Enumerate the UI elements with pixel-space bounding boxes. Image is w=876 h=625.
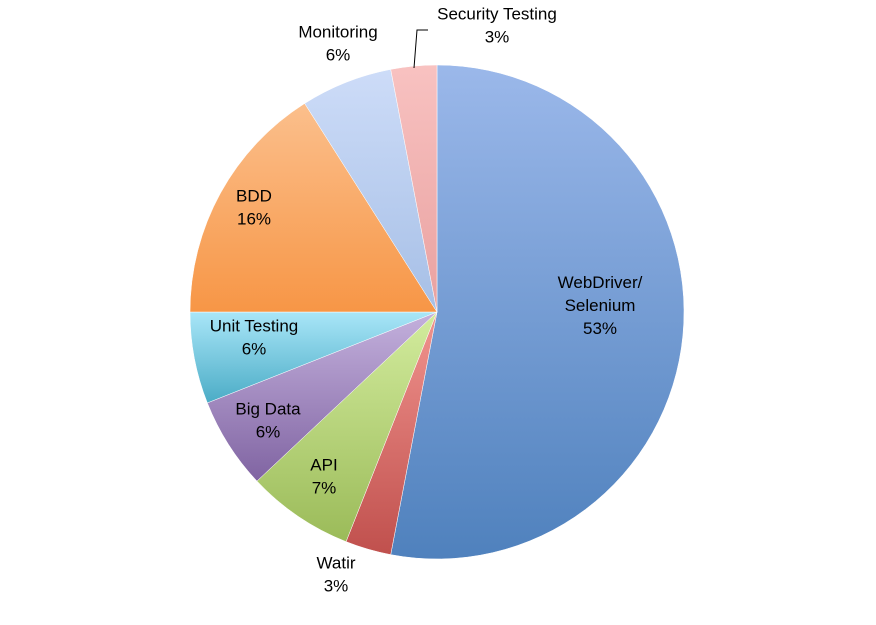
slice-label-webdriver-selenium: WebDriver/Selenium 53% [558, 273, 643, 338]
pie-slice-webdriver-selenium [390, 64, 685, 560]
slice-category-label: API [310, 456, 337, 475]
leader-lines [413, 29, 428, 69]
slice-value-label: 6% [326, 46, 351, 65]
slice-value-label: 3% [324, 577, 349, 596]
slice-category-label: Big Data [235, 400, 301, 419]
slice-label-api: API 7% [310, 456, 337, 498]
slice-value-label: 16% [237, 210, 271, 229]
slice-label-monitoring: Monitoring 6% [298, 23, 377, 65]
slice-labels: WebDriver/Selenium 53% Watir 3% API 7% Big Dat… [210, 5, 643, 596]
slice-category-label: Watir [316, 554, 355, 573]
pie-slices [189, 64, 685, 560]
pie-slice-api [256, 311, 438, 542]
slice-category-label: Security Testing [437, 5, 557, 24]
slice-label-security-testing: Security Testing 3% [437, 5, 557, 47]
slice-label-bdd: BDD 16% [236, 187, 272, 229]
leader-line-security-testing [413, 29, 428, 69]
slice-category-label: WebDriver/ [558, 273, 643, 292]
slice-category-label: Selenium [565, 296, 636, 315]
slice-category-label: Unit Testing [210, 317, 299, 336]
slice-label-unit-testing: Unit Testing 6% [210, 317, 299, 359]
slice-category-label: Monitoring [298, 23, 377, 42]
slice-label-watir: Watir 3% [316, 554, 355, 596]
slice-value-label: 53% [583, 319, 617, 338]
pie-slice-bdd [189, 103, 438, 313]
slice-value-label: 7% [312, 479, 337, 498]
slice-value-label: 3% [485, 28, 510, 47]
slice-value-label: 6% [242, 340, 267, 359]
slice-label-big-data: Big Data 6% [235, 400, 301, 442]
slice-category-label: BDD [236, 187, 272, 206]
slice-value-label: 6% [256, 423, 281, 442]
